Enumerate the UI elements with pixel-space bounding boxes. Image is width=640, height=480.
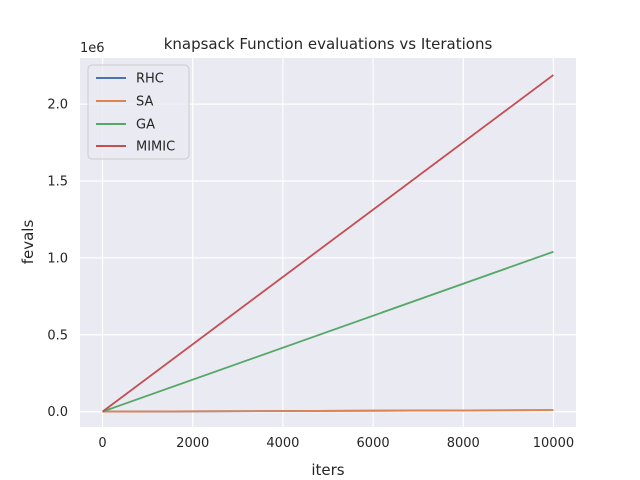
y-offset-label: 1e6 [80, 41, 105, 56]
series-line-ga [102, 250, 554, 413]
series-line-sa [102, 409, 554, 413]
series-line-mimic [102, 74, 554, 413]
x-tick-label: 8000 [447, 436, 480, 451]
x-axis-label: iters [311, 461, 344, 479]
series-lines [102, 74, 554, 413]
y-tick-label: 0.5 [47, 328, 68, 343]
y-tick-label: 1.5 [47, 175, 68, 190]
y-tick-labels: 0.0 0.5 1.0 1.5 2.0 [47, 98, 68, 421]
legend-label-rhc: RHC [136, 72, 164, 87]
y-tick-label: 0.0 [47, 405, 68, 420]
chart-title: knapsack Function evaluations vs Iterati… [164, 35, 493, 53]
x-tick-label: 10000 [533, 436, 574, 451]
x-tick-label: 6000 [357, 436, 390, 451]
legend-label-ga: GA [136, 118, 155, 133]
legend-box [87, 64, 190, 160]
legend-label-sa: SA [136, 95, 153, 110]
x-tick-label: 0 [98, 436, 106, 451]
x-tick-labels: 0 2000 4000 6000 8000 10000 [98, 436, 574, 451]
x-tick-label: 4000 [266, 436, 299, 451]
y-tick-label: 2.0 [47, 98, 68, 113]
x-tick-label: 2000 [176, 436, 209, 451]
y-axis-label: fevals [19, 220, 37, 265]
grid-lines [80, 58, 576, 427]
legend-label-mimic: MIMIC [136, 140, 175, 155]
y-tick-label: 1.0 [47, 251, 68, 266]
legend: RHC SA GA MIMIC [87, 64, 190, 160]
